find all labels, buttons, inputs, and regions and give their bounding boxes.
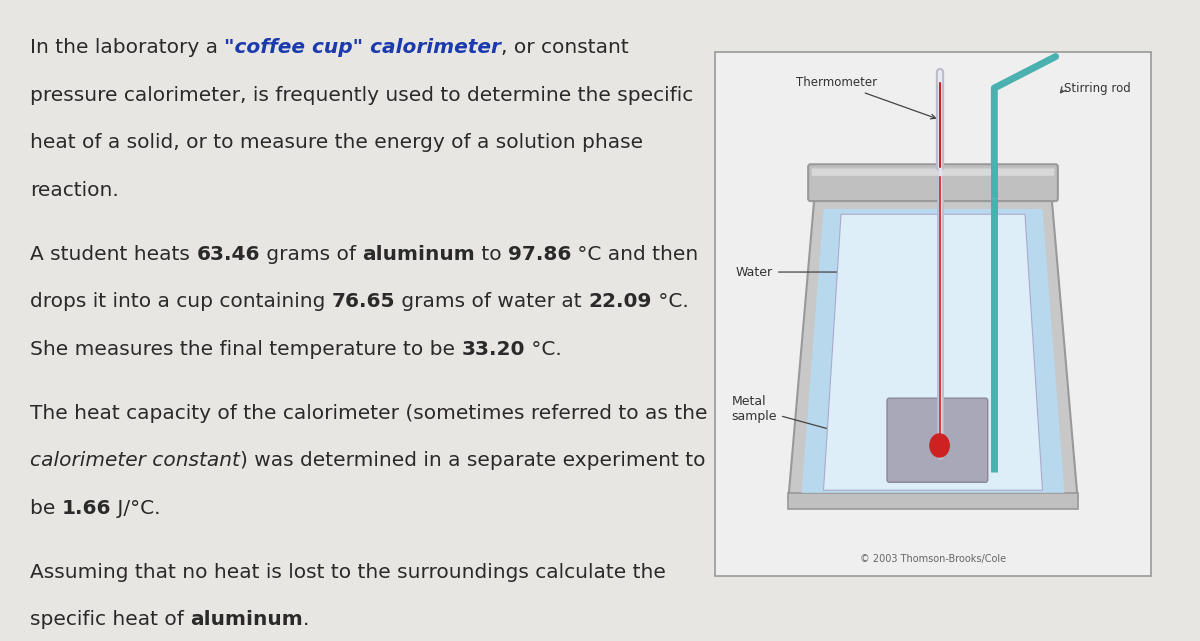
Polygon shape	[788, 193, 1078, 498]
Text: aluminum: aluminum	[191, 610, 302, 629]
FancyBboxPatch shape	[788, 493, 1078, 508]
Text: heat of a solid, or to measure the energy of a solution phase: heat of a solid, or to measure the energ…	[30, 133, 643, 153]
Polygon shape	[823, 214, 1043, 490]
Text: 63.46: 63.46	[197, 245, 259, 264]
Text: .: .	[302, 610, 310, 629]
FancyBboxPatch shape	[715, 53, 1151, 576]
Text: 1.66: 1.66	[61, 499, 112, 518]
Text: 76.65: 76.65	[331, 292, 395, 312]
Text: °C.: °C.	[524, 340, 562, 359]
Text: The heat capacity of the calorimeter (sometimes referred to as the: The heat capacity of the calorimeter (so…	[30, 404, 708, 423]
FancyBboxPatch shape	[811, 169, 1055, 176]
Text: grams of: grams of	[259, 245, 362, 264]
Text: Metal
sample: Metal sample	[732, 395, 886, 445]
Text: °C and then: °C and then	[571, 245, 698, 264]
Text: pressure calorimeter, is frequently used to determine the specific: pressure calorimeter, is frequently used…	[30, 86, 694, 105]
Text: be: be	[30, 499, 61, 518]
Text: reaction.: reaction.	[30, 181, 119, 200]
Text: A student heats: A student heats	[30, 245, 197, 264]
Text: °C.: °C.	[652, 292, 689, 312]
Text: drops it into a cup containing: drops it into a cup containing	[30, 292, 331, 312]
FancyBboxPatch shape	[887, 398, 988, 482]
Text: calorimeter constant: calorimeter constant	[30, 451, 240, 470]
Text: 33.20: 33.20	[461, 340, 524, 359]
Text: 22.09: 22.09	[588, 292, 652, 312]
FancyBboxPatch shape	[808, 164, 1058, 201]
Text: , or constant: , or constant	[502, 38, 629, 58]
Text: Thermometer: Thermometer	[796, 76, 936, 119]
Polygon shape	[802, 209, 1064, 493]
Text: "coffee cup" calorimeter: "coffee cup" calorimeter	[224, 38, 502, 58]
Text: Water: Water	[736, 265, 850, 279]
Circle shape	[930, 434, 949, 457]
Text: In the laboratory a: In the laboratory a	[30, 38, 224, 58]
Text: 97.86: 97.86	[508, 245, 571, 264]
Text: aluminum: aluminum	[362, 245, 475, 264]
Text: ) was determined in a separate experiment to: ) was determined in a separate experimen…	[240, 451, 706, 470]
Text: specific heat of: specific heat of	[30, 610, 191, 629]
Text: © 2003 Thomson-Brooks/Cole: © 2003 Thomson-Brooks/Cole	[860, 553, 1006, 563]
Text: She measures the final temperature to be: She measures the final temperature to be	[30, 340, 461, 359]
Text: Stirring rod: Stirring rod	[1064, 81, 1132, 95]
Text: to: to	[475, 245, 508, 264]
Text: grams of water at: grams of water at	[395, 292, 588, 312]
Text: J/°C.: J/°C.	[112, 499, 161, 518]
Text: Assuming that no heat is lost to the surroundings calculate the: Assuming that no heat is lost to the sur…	[30, 563, 666, 582]
